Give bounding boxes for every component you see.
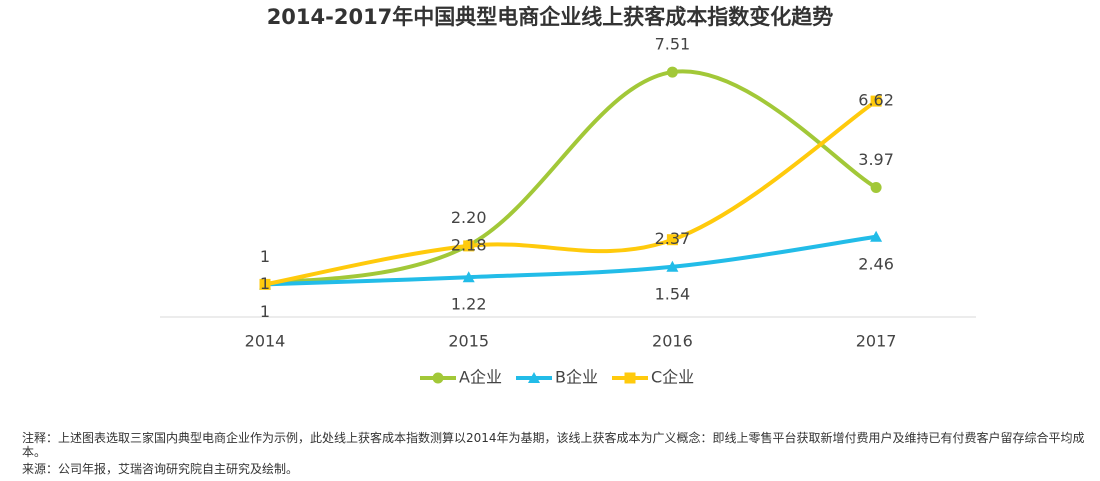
marker [666,260,679,272]
legend-marker [432,372,444,384]
legend-marker [528,372,540,383]
legend-label: A企业 [459,368,502,387]
marker [870,182,882,194]
x-tick-label: 2016 [652,332,693,351]
chart-title: 2014-2017年中国典型电商企业线上获客成本指数变化趋势 [267,5,834,29]
data-label: 1.54 [655,284,691,303]
legend-label: B企业 [555,368,598,387]
note: 注释：上述图表选取三家国内典型电商企业作为示例，此处线上获客成本指数测算以201… [22,431,1085,459]
x-tick-label: 2017 [856,332,897,351]
data-label: 2.46 [858,254,894,273]
data-label: 6.62 [858,91,894,110]
source: 来源：公司年报，艾瑞咨询研究院自主研究及绘制。 [22,462,299,476]
marker [870,230,883,242]
marker [666,66,678,78]
data-label: 3.97 [858,150,894,169]
chart: 2014-2017年中国典型电商企业线上获客成本指数变化趋势 2014 2015 2… [160,5,976,387]
marker [259,278,271,290]
data-label: 2.20 [451,208,487,227]
series-line [264,234,877,287]
data-label: 2.37 [655,229,691,248]
data-label: 1.22 [451,295,487,314]
data-label: 1 [260,302,270,321]
marker [463,240,475,252]
marker [870,95,882,107]
marker [462,271,475,283]
legend-label: C企业 [651,368,694,387]
legend-marker [624,372,636,384]
data-label: 7.51 [655,35,691,54]
series-line [264,69,878,287]
data-label: 1 [260,247,270,266]
data-label: 1 [260,274,270,293]
series-line [264,99,878,287]
data-label: 2.18 [451,235,487,254]
x-tick-label: 2015 [448,332,489,351]
x-tick-label: 2014 [245,332,286,351]
marker [666,234,678,246]
